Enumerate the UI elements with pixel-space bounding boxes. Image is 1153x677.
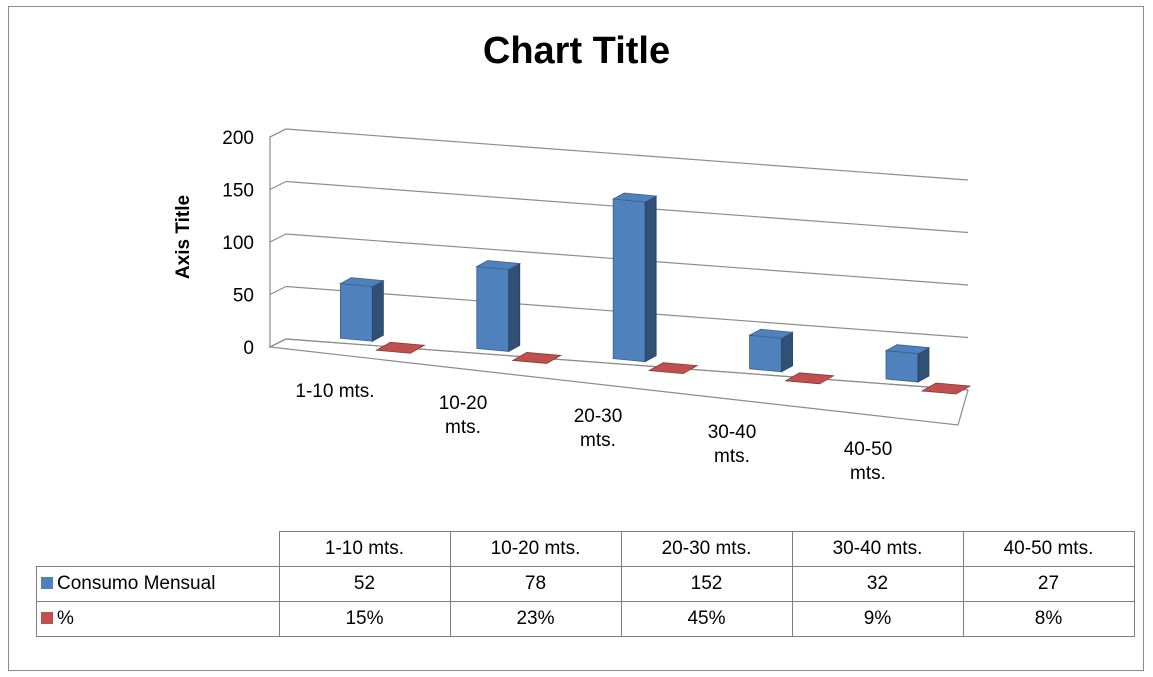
bar-consumo-side [508, 262, 521, 353]
data-table: 1-10 mts. 10-20 mts. 20-30 mts. 30-40 mt… [36, 531, 1135, 637]
data-table-category: 10-20 mts. [449, 531, 622, 567]
gridline [285, 128, 969, 181]
x-tick-label: 10-20 mts. [403, 392, 523, 440]
series-name: % [57, 608, 74, 629]
floor [267, 338, 969, 426]
data-table-cell: 32 [791, 566, 964, 602]
y-tick-label: 100 [222, 233, 254, 254]
y-tick-label: 50 [233, 286, 254, 307]
x-tick-label-line: mts. [580, 430, 616, 451]
data-table-cell: 52 [278, 566, 451, 602]
bar-consumo-front [476, 266, 510, 352]
bar-consumo-top [611, 192, 658, 203]
bar-consumo-front [339, 283, 373, 342]
x-tick-label-line: 10-20 [438, 393, 488, 414]
data-table-header-row: 1-10 mts. 10-20 mts. 20-30 mts. 30-40 mt… [36, 531, 1135, 567]
bar-consumo-front [749, 334, 782, 373]
data-table-cell: 9% [791, 601, 964, 637]
x-tick-label: 40-50 mts. [808, 438, 928, 486]
y-tick-label: 150 [222, 181, 254, 202]
data-table-corner [36, 531, 280, 567]
data-table-cell: 23% [449, 601, 622, 637]
bar-consumo-top [884, 344, 931, 355]
legend-entry-consumo: Consumo Mensual [36, 566, 280, 602]
side-gridline [269, 180, 287, 191]
data-table-cell: 152 [620, 566, 793, 602]
data-table-category: 30-40 mts. [791, 531, 964, 567]
series-name: Consumo Mensual [57, 573, 216, 594]
bar-consumo-top [748, 328, 794, 339]
bar-consumo-side [644, 195, 657, 363]
legend-swatch-red [41, 612, 53, 624]
bar-percent [511, 352, 563, 364]
x-tick-label-line: 40-50 [843, 439, 893, 460]
x-tick-label-line: mts. [714, 446, 750, 467]
bar-consumo-side [371, 279, 384, 342]
x-tick-label: 30-40 mts. [672, 421, 792, 469]
y-tick-label: 0 [243, 338, 254, 359]
bar-consumo-top [475, 260, 522, 270]
bar-percent [647, 362, 699, 375]
legend-swatch-blue [41, 577, 53, 589]
bar-percent [920, 382, 972, 395]
x-tick-label: 20-30 mts. [538, 405, 658, 453]
y-axis-title: Axis Title [173, 194, 194, 280]
side-gridline [269, 128, 287, 138]
bar-percent [375, 341, 426, 354]
data-table-cell: 15% [278, 601, 451, 637]
data-table-cell: 78 [449, 566, 622, 602]
bar-consumo-front [612, 198, 646, 363]
x-tick-label-line: 1-10 mts. [295, 381, 375, 402]
data-table-category: 40-50 mts. [962, 531, 1135, 567]
data-table-category: 20-30 mts. [620, 531, 793, 567]
x-tick-label-line: mts. [445, 417, 481, 438]
chart-title: Chart Title [482, 30, 671, 72]
y-tick-label: 200 [222, 128, 254, 149]
data-table-cell: 8% [962, 601, 1135, 637]
bar-consumo-top [339, 277, 385, 288]
data-table-row-percent: % 15% 23% 45% 9% 8% [36, 601, 1135, 637]
side-gridline [269, 285, 287, 296]
data-table-row-consumo: Consumo Mensual 52 78 152 32 27 [36, 566, 1135, 602]
x-tick-label: 1-10 mts. [275, 380, 395, 404]
data-table-category: 1-10 mts. [278, 531, 451, 567]
data-table-cell: 45% [620, 601, 793, 637]
bar-consumo-side [781, 331, 793, 373]
side-gridline [269, 233, 287, 243]
bar-consumo-front [885, 350, 919, 383]
data-table-cell: 27 [962, 566, 1135, 602]
x-tick-label-line: 30-40 [707, 422, 757, 443]
legend-entry-percent: % [36, 601, 280, 637]
x-tick-label-line: mts. [850, 463, 886, 484]
x-tick-label-line: 20-30 [573, 406, 623, 427]
bar-percent [784, 372, 835, 385]
